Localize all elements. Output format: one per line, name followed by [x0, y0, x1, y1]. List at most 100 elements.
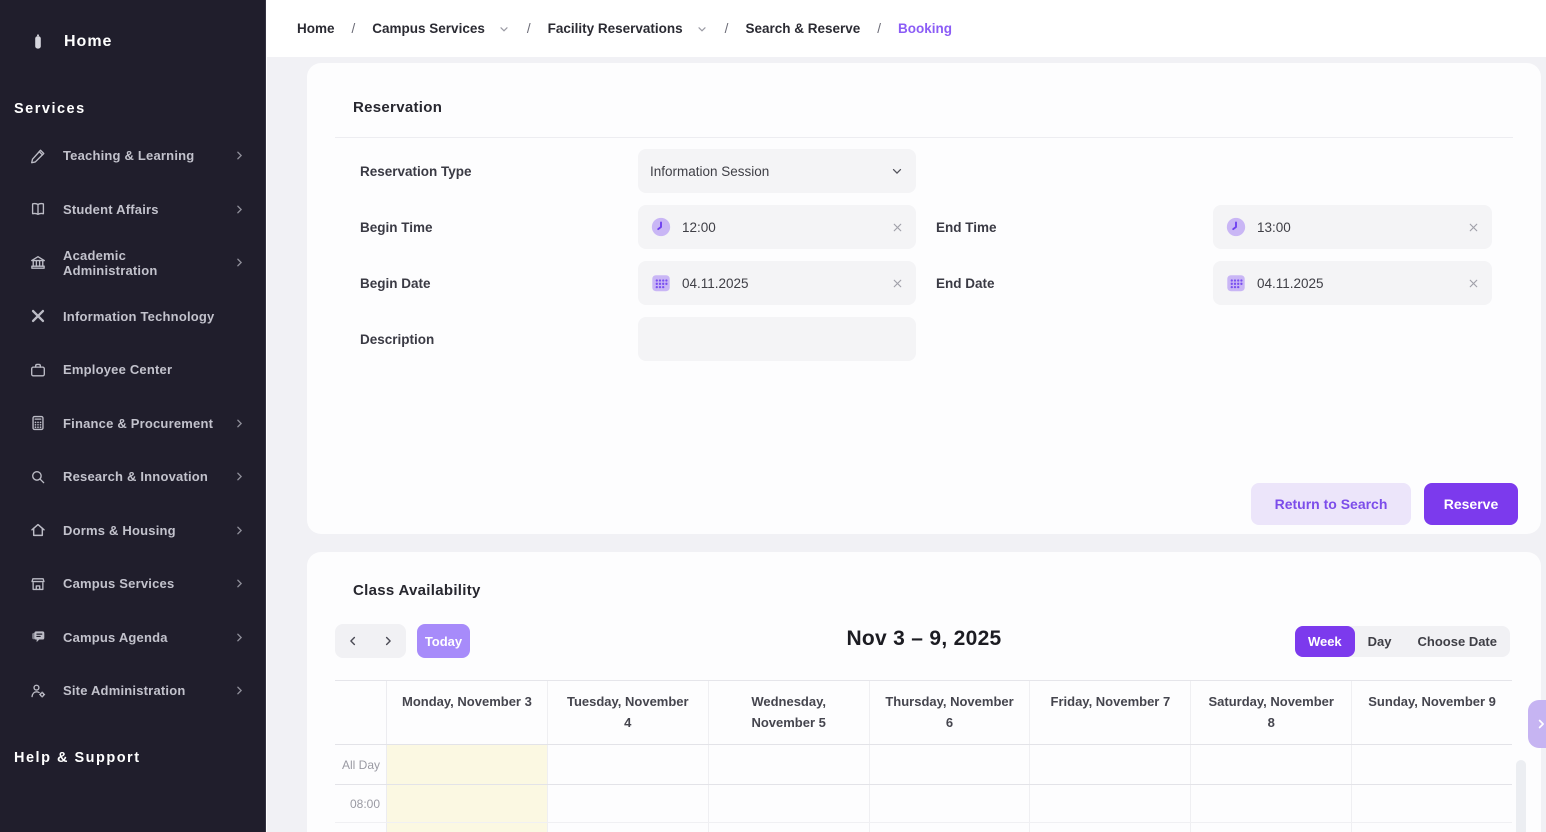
begin-date-label: Begin Date	[360, 275, 431, 291]
view-choose-date-button[interactable]: Choose Date	[1405, 626, 1510, 657]
description-input[interactable]	[638, 317, 916, 361]
calendar-cell-0800-saturday[interactable]	[1191, 785, 1353, 822]
calendar-cell-allday-monday[interactable]	[387, 745, 548, 784]
clear-end-time-button[interactable]	[1467, 221, 1480, 234]
breadcrumb-item-campus-services[interactable]: Campus Services	[372, 21, 510, 36]
reservation-type-label: Reservation Type	[360, 163, 472, 179]
sidebar-item-information-technology[interactable]: Information Technology	[0, 290, 265, 344]
sidebar-item-home[interactable]: Home	[0, 22, 265, 62]
calendar-cell-0815-thursday[interactable]	[870, 823, 1031, 832]
all-day-row: All Day	[335, 745, 1512, 785]
breadcrumb-item-search-reserve[interactable]: Search & Reserve	[745, 21, 861, 36]
reserve-button[interactable]: Reserve	[1424, 483, 1518, 525]
chevron-right-icon	[233, 470, 247, 484]
view-switcher: Week Day Choose Date	[1294, 626, 1510, 657]
calendar-cell-allday-sunday[interactable]	[1352, 745, 1512, 784]
chevron-right-icon	[233, 149, 247, 163]
calendar-cell-allday-wednesday[interactable]	[709, 745, 870, 784]
calendar-cell-0815-tuesday[interactable]	[548, 823, 709, 832]
scroll-panel-button[interactable]	[1528, 700, 1546, 748]
time-row-0815: 08:15	[335, 823, 1512, 832]
calendar-header-row: Monday, November 3 Tuesday, November 4 W…	[335, 681, 1512, 745]
calendar-cell-allday-thursday[interactable]	[870, 745, 1031, 784]
sidebar-item-site-administration[interactable]: Site Administration	[0, 664, 265, 718]
clear-begin-date-button[interactable]	[891, 277, 904, 290]
calendar-cell-allday-saturday[interactable]	[1191, 745, 1353, 784]
chat-icon	[28, 627, 48, 647]
breadcrumb-separator: /	[526, 21, 531, 36]
class-availability-title: Class Availability	[353, 582, 481, 599]
calendar-cell-allday-tuesday[interactable]	[548, 745, 709, 784]
breadcrumb-item-booking: Booking	[898, 21, 953, 36]
clear-begin-time-button[interactable]	[891, 221, 904, 234]
chevron-right-icon	[233, 684, 247, 698]
calendar-cell-0815-monday[interactable]	[387, 823, 548, 832]
sidebar-section-services: Services	[14, 101, 86, 117]
home-logo-icon	[28, 32, 48, 52]
next-week-button[interactable]	[371, 624, 407, 658]
availability-calendar: Monday, November 3 Tuesday, November 4 W…	[335, 680, 1512, 832]
view-day-button[interactable]: Day	[1355, 626, 1405, 657]
sidebar-item-campus-services[interactable]: Campus Services	[0, 557, 265, 611]
sidebar-item-teaching-learning[interactable]: Teaching & Learning	[0, 129, 265, 183]
end-date-input[interactable]: 04.11.2025	[1213, 261, 1492, 305]
crossed-tools-icon	[28, 306, 48, 326]
sidebar-item-academic-administration[interactable]: Academic Administration	[0, 236, 265, 290]
view-week-button[interactable]: Week	[1294, 626, 1355, 657]
day-header-tuesday: Tuesday, November 4	[548, 681, 709, 744]
breadcrumb-bar: Home / Campus Services / Facility Reserv…	[267, 0, 1546, 57]
house-icon	[28, 520, 48, 540]
sidebar-item-finance-procurement[interactable]: Finance & Procurement	[0, 397, 265, 451]
bank-icon	[28, 253, 48, 273]
calendar-icon	[650, 272, 672, 294]
sidebar-item-employee-center[interactable]: Employee Center	[0, 343, 265, 397]
calendar-cell-0800-thursday[interactable]	[870, 785, 1031, 822]
calendar-cell-0800-sunday[interactable]	[1352, 785, 1512, 822]
sidebar-item-student-affairs[interactable]: Student Affairs	[0, 183, 265, 237]
sidebar-section-help-support: Help & Support	[14, 750, 141, 766]
sidebar-item-research-innovation[interactable]: Research & Innovation	[0, 450, 265, 504]
day-header-thursday: Thursday, November 6	[870, 681, 1031, 744]
end-date-label: End Date	[936, 275, 995, 291]
sidebar-item-dorms-housing[interactable]: Dorms & Housing	[0, 504, 265, 558]
reservation-type-select[interactable]: Information Session	[638, 149, 916, 193]
calendar-icon	[1225, 272, 1247, 294]
calendar-cell-0800-monday[interactable]	[387, 785, 548, 822]
calendar-date-range: Nov 3 – 9, 2025	[846, 627, 1002, 650]
home-label: Home	[64, 33, 113, 50]
day-header-wednesday: Wednesday, November 5	[709, 681, 870, 744]
calendar-cell-allday-friday[interactable]	[1030, 745, 1192, 784]
chevron-down-icon	[500, 26, 508, 32]
calendar-cell-0800-wednesday[interactable]	[709, 785, 870, 822]
calendar-cell-0815-sunday[interactable]	[1352, 823, 1512, 832]
return-to-search-button[interactable]: Return to Search	[1251, 483, 1411, 525]
sidebar: Home Services Teaching & Learning Studen…	[0, 0, 266, 832]
reservation-card: Reservation Reservation Type Information…	[307, 63, 1541, 534]
chevron-down-icon	[698, 26, 706, 32]
begin-time-value: 12:00	[682, 219, 716, 235]
calendar-cell-0800-friday[interactable]	[1030, 785, 1192, 822]
previous-week-button[interactable]	[335, 624, 371, 658]
calendar-nav-group	[335, 624, 406, 658]
begin-date-input[interactable]: 04.11.2025	[638, 261, 916, 305]
calendar-scrollbar[interactable]	[1516, 760, 1526, 832]
calendar-cell-0800-tuesday[interactable]	[548, 785, 709, 822]
clear-end-date-button[interactable]	[1467, 277, 1480, 290]
breadcrumb-separator: /	[724, 21, 729, 36]
reservation-title: Reservation	[353, 99, 443, 116]
main-content: Home / Campus Services / Facility Reserv…	[267, 0, 1546, 832]
reservation-type-value: Information Session	[650, 163, 770, 179]
sidebar-item-campus-agenda[interactable]: Campus Agenda	[0, 611, 265, 665]
breadcrumb-item-facility-reservations[interactable]: Facility Reservations	[548, 21, 708, 36]
calendar-cell-0815-saturday[interactable]	[1191, 823, 1353, 832]
chevron-down-icon	[890, 164, 904, 178]
calendar-cell-0815-friday[interactable]	[1030, 823, 1192, 832]
today-button[interactable]: Today	[417, 624, 470, 658]
calendar-cell-0815-wednesday[interactable]	[709, 823, 870, 832]
breadcrumb-item-home[interactable]: Home	[297, 21, 335, 36]
chevron-left-icon	[349, 636, 355, 646]
end-time-input[interactable]: 13:00	[1213, 205, 1492, 249]
time-row-0800: 08:00	[335, 785, 1512, 823]
begin-time-input[interactable]: 12:00	[638, 205, 916, 249]
